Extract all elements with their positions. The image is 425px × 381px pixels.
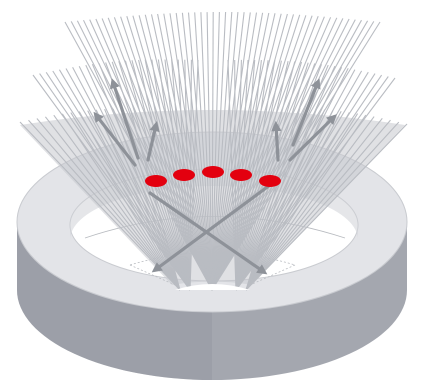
- fan-line: [211, 14, 301, 291]
- fan-line: [245, 112, 350, 291]
- fan-line: [235, 73, 376, 291]
- fan-line: [235, 65, 336, 291]
- fan-line: [194, 12, 213, 291]
- red-marker: [202, 166, 224, 178]
- fan-line: [235, 64, 329, 291]
- fan-line: [211, 16, 319, 291]
- fan-base-cap: [175, 284, 250, 290]
- fan-line: [181, 12, 213, 291]
- fan-line: [101, 18, 213, 291]
- fan-line: [245, 114, 367, 291]
- red-marker: [173, 169, 195, 181]
- fan-line: [175, 12, 213, 291]
- fan-line: [91, 63, 191, 291]
- fan-line: [95, 18, 213, 291]
- red-marker: [145, 175, 167, 187]
- fan-line: [126, 16, 213, 291]
- fan-line: [19, 121, 181, 291]
- fan-line: [211, 15, 313, 291]
- fan-line: [52, 70, 191, 291]
- fan-line: [235, 60, 289, 291]
- fan-line: [28, 119, 181, 291]
- fan-line: [211, 12, 245, 291]
- fan-line: [211, 12, 239, 291]
- fan-line: [245, 111, 342, 291]
- fan-line: [206, 12, 213, 291]
- fan-line: [150, 14, 213, 291]
- fan-line: [44, 116, 181, 291]
- fan-line: [157, 13, 213, 291]
- fan-line: [211, 11, 227, 291]
- arrow: [146, 121, 160, 162]
- fan-line: [211, 17, 338, 291]
- red-markers: [145, 166, 281, 187]
- red-marker: [259, 175, 281, 187]
- fan-line: [211, 11, 214, 291]
- fan-line: [245, 116, 375, 291]
- fan-line: [235, 60, 269, 291]
- fan-line: [245, 110, 334, 291]
- fan-line: [87, 110, 181, 291]
- red-marker: [230, 169, 252, 181]
- ring-side-wall: [17, 222, 407, 380]
- arrow: [271, 120, 282, 162]
- arrow: [288, 114, 337, 162]
- fan-line: [78, 111, 181, 291]
- fan-line: [61, 113, 181, 291]
- fan-line: [245, 108, 318, 291]
- fan-line: [187, 12, 213, 291]
- fan-line: [70, 112, 181, 291]
- fan-line: [245, 119, 391, 291]
- fan-line: [78, 65, 191, 291]
- fan-line: [36, 118, 181, 291]
- fan-line: [235, 66, 343, 291]
- fan-line: [98, 63, 191, 291]
- fan-line: [211, 12, 264, 291]
- fan-line: [211, 16, 325, 291]
- ring-side-shadow: [17, 222, 212, 380]
- fan-line: [211, 11, 233, 291]
- fan-line: [245, 123, 408, 291]
- fan-line: [245, 108, 309, 291]
- fan-line: [200, 12, 213, 291]
- fan-line: [211, 11, 220, 291]
- fan-line: [235, 60, 276, 291]
- direction-arrows: [93, 78, 337, 275]
- fan-line: [72, 67, 191, 291]
- fan-line: [235, 64, 323, 291]
- fan-line: [151, 59, 191, 291]
- arrow: [151, 183, 272, 273]
- fan-line: [120, 16, 213, 291]
- fan-line: [245, 117, 383, 291]
- arrow: [110, 78, 140, 160]
- fan-line: [245, 113, 359, 291]
- fan-line: [53, 114, 181, 291]
- fan-line: [235, 68, 349, 291]
- fan-line: [245, 107, 301, 291]
- arrow: [93, 111, 137, 167]
- fan-line: [235, 69, 356, 291]
- arrow: [291, 78, 321, 147]
- fan-line: [235, 60, 282, 291]
- fan-line: [245, 121, 400, 291]
- fan-line: [211, 12, 258, 291]
